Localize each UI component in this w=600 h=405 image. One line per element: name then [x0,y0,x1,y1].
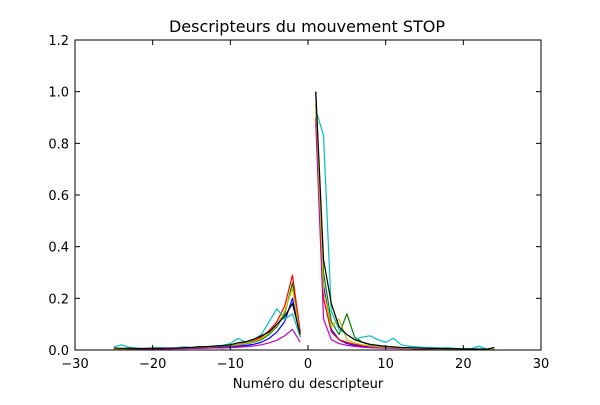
y-tick-label: 0.0 [48,344,69,359]
series-line-3 [113,117,495,351]
series-line-4 [113,109,495,350]
y-tick-label: 0.6 [48,189,69,204]
series-line-5 [113,122,495,351]
x-tick-label: −30 [61,357,88,372]
series-line-1 [113,91,495,351]
y-tick-label: 0.4 [48,241,69,256]
x-axis: −30 −20 −10 0 10 20 30 [61,40,549,372]
series-line-6 [113,99,495,351]
y-tick-label: 1.2 [48,34,69,49]
x-tick-label: 10 [377,357,394,372]
y-axis: 0.0 0.2 0.4 0.6 0.8 1.0 1.2 [48,34,541,359]
x-tick-label: 20 [455,357,472,372]
y-tick-label: 0.2 [48,292,69,307]
x-tick-label: 0 [304,357,312,372]
chart-title: Descripteurs du mouvement STOP [169,17,445,36]
x-axis-label: Numéro du descripteur [233,377,384,392]
series-line-7 [113,91,495,350]
x-tick-label: 30 [533,357,550,372]
series-layer [113,91,495,351]
x-tick-label: −20 [139,357,166,372]
x-tick-label: −10 [217,357,244,372]
series-line-2 [113,104,495,351]
y-tick-label: 0.8 [48,137,69,152]
plot-frame [74,39,542,351]
y-tick-label: 1.0 [48,86,69,101]
